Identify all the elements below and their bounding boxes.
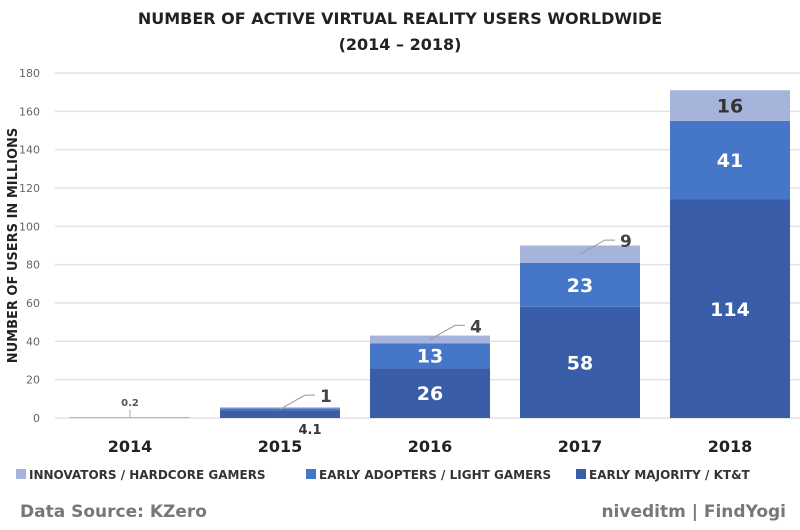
- legend-label: EARLY MAJORITY / KT&T: [589, 468, 751, 482]
- leader-line: [429, 324, 465, 340]
- x-tick-label: 2017: [558, 437, 603, 456]
- y-tick-label: 40: [26, 335, 40, 348]
- data-label: 4.1: [298, 423, 321, 438]
- y-tick-label: 60: [26, 297, 40, 310]
- y-tick-label: 0: [33, 412, 40, 425]
- y-tick-label: 140: [19, 144, 40, 157]
- bar-segment: [520, 262, 640, 307]
- y-tick-label: 20: [26, 374, 40, 387]
- chart-title: NUMBER OF ACTIVE VIRTUAL REALITY USERS W…: [0, 6, 800, 58]
- data-label: 0.2: [121, 398, 139, 409]
- stacked-bar-chart: 0 20 40 60 80 100 120 140 160 180 NUMBER OF USERS …: [6, 67, 800, 482]
- y-tick-label: 80: [26, 259, 40, 272]
- data-label: 114: [710, 299, 750, 321]
- data-label: 4: [470, 317, 482, 337]
- y-tick-label: 100: [19, 220, 40, 233]
- data-label: 41: [717, 150, 743, 172]
- subtitle-text: (2014 – 2018): [338, 35, 462, 54]
- credit: niveditm | FindYogi: [601, 502, 786, 522]
- leader-line: [579, 239, 615, 255]
- y-axis-label: NUMBER OF USERS IN MILLIONS: [6, 128, 21, 364]
- x-tick-label: 2016: [408, 437, 453, 456]
- data-source: Data Source: KZero: [20, 502, 207, 522]
- legend-swatch: [16, 469, 26, 479]
- data-label: 58: [567, 352, 593, 374]
- title-text: NUMBER OF ACTIVE VIRTUAL REALITY USERS W…: [137, 9, 663, 28]
- y-tick-label: 120: [19, 182, 40, 195]
- bar-segment: [670, 199, 790, 418]
- bar-segment: [220, 408, 340, 411]
- legend-label: EARLY ADOPTERS / LIGHT GAMERS: [319, 468, 551, 482]
- leader-line: [279, 394, 315, 410]
- data-label: 1: [320, 387, 332, 407]
- data-label: 13: [417, 346, 443, 368]
- x-tick-label: 2015: [258, 437, 303, 456]
- legend-swatch: [576, 469, 586, 479]
- bar-segment: [670, 90, 790, 121]
- bar-segment: [670, 120, 790, 200]
- data-label: 16: [717, 96, 743, 118]
- bar-segment: [220, 407, 340, 409]
- bar-segment: [370, 368, 490, 418]
- legend-swatch: [306, 469, 316, 479]
- bar-segment: [220, 410, 340, 418]
- y-tick-label: 160: [19, 105, 40, 118]
- bar-segment: [370, 335, 490, 344]
- legend-label: INNOVATORS / HARDCORE GAMERS: [29, 468, 266, 482]
- data-label: 23: [567, 275, 593, 297]
- x-tick-label: 2018: [708, 437, 753, 456]
- bar-segment: [370, 343, 490, 369]
- data-label: 9: [620, 232, 632, 252]
- y-tick-label: 180: [19, 67, 40, 80]
- bar-segment: [520, 306, 640, 418]
- x-tick-label: 2014: [108, 437, 153, 456]
- data-label: 26: [417, 383, 443, 405]
